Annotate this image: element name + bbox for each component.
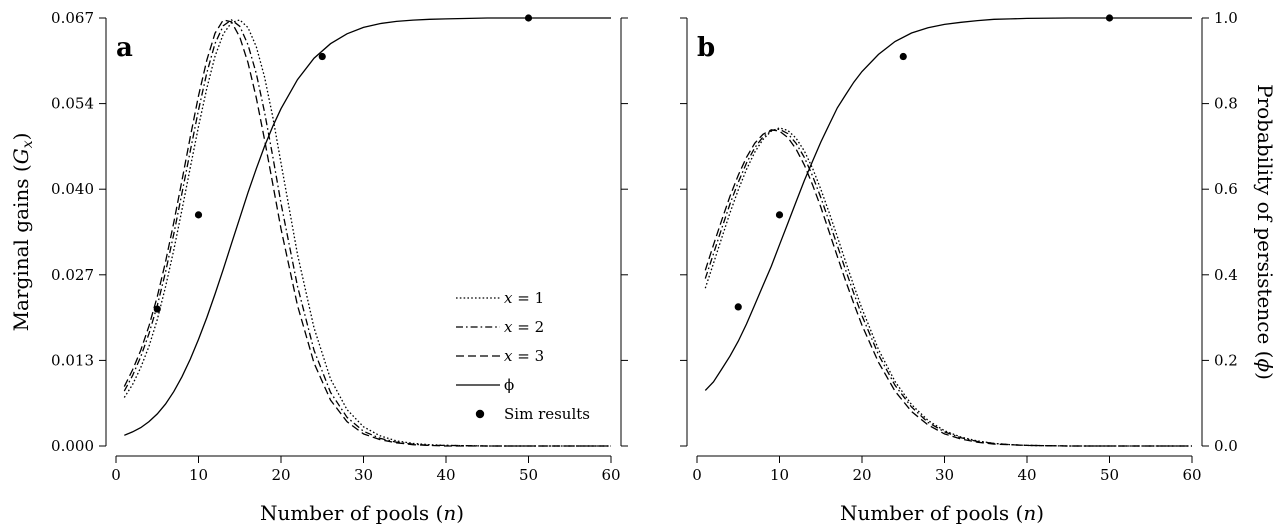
y-tick-label-left: 0.040	[51, 180, 94, 198]
y-tick-label-left: 0.067	[51, 9, 94, 27]
legend-label: 𝑥 = 1	[504, 289, 544, 307]
legend-label: ϕ	[504, 376, 514, 394]
gain-line-dotted	[123, 19, 611, 447]
legend-label: 𝑥 = 3	[504, 347, 544, 365]
sim-result-point	[194, 211, 203, 219]
x-tick-label: 30	[354, 466, 373, 484]
x-tick-label: 50	[1100, 466, 1119, 484]
gain-line-dashed	[123, 19, 611, 447]
legend-marker	[475, 409, 485, 419]
sim-result-point	[153, 305, 161, 313]
panel-a: 0 10 20 30 40 50 60 0.000 0.013 0.027 0.040 0.054 0.…	[51, 9, 628, 484]
legend-label: 𝑥 = 2	[504, 318, 544, 336]
gain-line-dashdot	[704, 128, 1192, 447]
sim-result-point	[734, 303, 742, 311]
x-axis-title-a: Number of pools (n)	[260, 501, 464, 525]
x-tick-label: 10	[770, 466, 789, 484]
y-tick-label-right: 1.0	[1214, 9, 1238, 27]
x-tick-label: 40	[436, 466, 455, 484]
x-tick-label: 50	[519, 466, 538, 484]
gain-line-dashdot	[123, 19, 611, 447]
y-tick-label-left: 0.027	[51, 266, 94, 284]
x-tick-label: 0	[692, 466, 702, 484]
sim-result-point	[899, 52, 907, 61]
y-tick-label-right: 0.8	[1214, 95, 1238, 113]
y-axis-title-right: Probability of persistence (ϕ)	[1253, 84, 1277, 380]
sim-result-point	[524, 14, 533, 22]
y-tick-label-right: 0.0	[1214, 437, 1238, 455]
phi-line	[124, 17, 611, 436]
y-tick-label-right: 0.2	[1214, 351, 1238, 369]
legend: 𝑥 = 1 𝑥 = 2 𝑥 = 3 ϕ Sim results	[456, 289, 590, 423]
panel-a-label: a	[116, 33, 133, 63]
sim-result-point	[1105, 14, 1114, 22]
legend-label: Sim results	[504, 405, 590, 423]
x-axis-title-b: Number of pools (n)	[840, 501, 1044, 525]
x-tick-label: 30	[935, 466, 954, 484]
y-tick-label-right: 0.4	[1214, 266, 1238, 284]
sim-result-point	[318, 52, 326, 61]
y-tick-label-left: 0.013	[51, 351, 94, 369]
phi-line	[704, 17, 1192, 391]
x-tick-label: 20	[852, 466, 871, 484]
x-tick-label: 60	[1182, 466, 1201, 484]
gain-line-dotted	[704, 127, 1192, 447]
gain-line-dashed	[704, 129, 1192, 447]
panel-b: 0 10 20 30 40 50 60 0.0 0.2 0.4 0.6 0.8 1.0	[680, 9, 1238, 484]
y-tick-label-left: 0.054	[51, 95, 94, 113]
sim-result-point	[775, 211, 784, 219]
x-tick-label: 10	[189, 466, 208, 484]
x-tick-label: 0	[111, 466, 121, 484]
x-tick-label: 20	[271, 466, 290, 484]
panel-b-label: b	[697, 33, 715, 63]
y-tick-label-right: 0.6	[1214, 180, 1238, 198]
y-axis-title-left: Marginal gains (Gx)	[9, 133, 36, 332]
x-tick-label: 40	[1017, 466, 1036, 484]
y-tick-label-left: 0.000	[51, 437, 94, 455]
x-tick-label: 60	[601, 466, 620, 484]
